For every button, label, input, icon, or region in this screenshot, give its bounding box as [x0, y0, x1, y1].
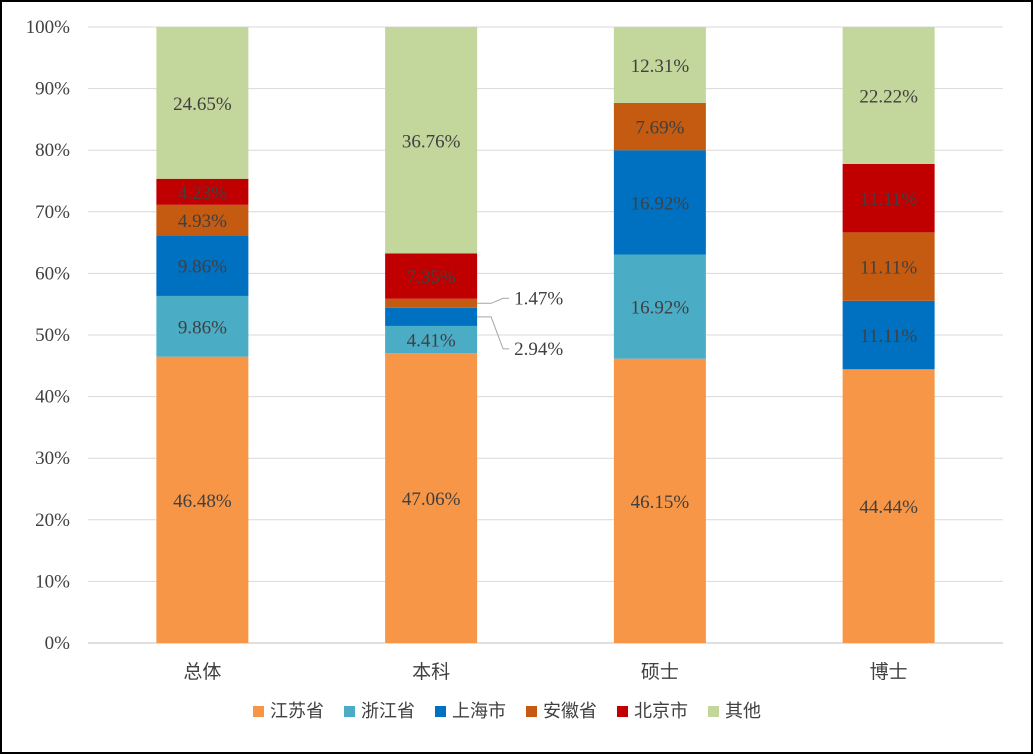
- bar-segment: [842, 369, 935, 643]
- x-axis-categories: 总体 本科 硕士 博士: [183, 661, 907, 683]
- data-label: 36.76%: [402, 131, 461, 152]
- legend-label: 安徽省: [543, 701, 597, 722]
- data-label: 22.22%: [859, 86, 918, 107]
- x-category-label: 硕士: [641, 661, 679, 683]
- bar-segment: [842, 27, 935, 164]
- bar-segment: [156, 204, 249, 236]
- legend-swatch: [253, 706, 264, 717]
- y-tick-label: 40%: [35, 387, 70, 408]
- y-tick-label: 0%: [45, 633, 71, 654]
- data-label: 12.31%: [631, 56, 690, 77]
- data-label: 46.48%: [173, 491, 232, 512]
- bar-segment: [842, 163, 935, 233]
- legend-label: 其他: [725, 701, 761, 722]
- data-label: 46.15%: [631, 492, 690, 513]
- legend-swatch: [526, 706, 537, 717]
- bar-segment: [613, 254, 706, 359]
- legend-item: 江苏省: [253, 701, 324, 722]
- x-category-label: 本科: [412, 661, 450, 683]
- y-tick-label: 100%: [26, 17, 71, 38]
- bar-segment: [842, 300, 935, 370]
- legend-item: 其他: [708, 701, 761, 722]
- bar-segment: [156, 178, 249, 205]
- y-axis-ticks: 0% 10% 20% 30% 40% 50% 60% 70% 80% 90% 100%: [26, 17, 71, 654]
- data-labels: 46.48% 9.86% 9.86% 4.93% 4.23% 24.65% 47.06% 4.…: [173, 56, 918, 518]
- data-label: 44.44%: [859, 497, 918, 518]
- legend-label: 江苏省: [270, 701, 324, 722]
- legend-item: 安徽省: [526, 701, 597, 722]
- data-label: 7.35%: [407, 267, 456, 288]
- label-leader-line: [477, 316, 510, 350]
- data-label: 47.06%: [402, 489, 461, 510]
- legend-label: 北京市: [634, 701, 688, 722]
- legend-swatch: [708, 706, 719, 717]
- data-label: 16.92%: [631, 193, 690, 214]
- data-label: 9.86%: [178, 257, 227, 278]
- bar-segment: [156, 295, 249, 357]
- data-label: 2.94%: [514, 339, 563, 360]
- x-category-label: 总体: [183, 661, 221, 683]
- y-tick-label: 50%: [35, 325, 70, 346]
- bar-segment: [385, 298, 478, 308]
- legend: 江苏省 浙江省 上海市 安徽省 北京市 其他: [253, 701, 761, 722]
- bar-segment: [613, 27, 706, 103]
- data-label: 24.65%: [173, 94, 232, 115]
- legend-label: 浙江省: [361, 701, 415, 722]
- y-tick-label: 30%: [35, 448, 70, 469]
- data-label: 1.47%: [514, 288, 563, 309]
- legend-swatch: [435, 706, 446, 717]
- y-tick-label: 10%: [35, 571, 70, 592]
- y-tick-label: 90%: [35, 79, 70, 100]
- legend-label: 上海市: [452, 701, 506, 722]
- data-label: 9.86%: [178, 317, 227, 338]
- y-tick-label: 80%: [35, 140, 70, 161]
- bar-segment: [613, 102, 706, 151]
- bar-segment: [156, 235, 249, 296]
- bar-segment: [613, 150, 706, 255]
- bar-segment: [842, 232, 935, 301]
- data-label: 4.41%: [407, 331, 456, 352]
- legend-item: 北京市: [617, 701, 688, 722]
- legend-swatch: [617, 706, 628, 717]
- label-leader-line: [477, 297, 510, 304]
- bar-segment: [156, 26, 249, 179]
- legend-item: 浙江省: [344, 701, 415, 722]
- data-label: 11.11%: [860, 189, 917, 210]
- bar-segment: [613, 358, 706, 643]
- bar-segment: [385, 325, 478, 354]
- data-label: 4.93%: [178, 211, 227, 232]
- bar-segment: [385, 307, 478, 326]
- y-tick-label: 60%: [35, 263, 70, 284]
- data-label: 4.23%: [178, 183, 227, 204]
- bar-segment: [385, 353, 478, 643]
- data-label: 7.69%: [635, 118, 684, 139]
- data-label: 16.92%: [631, 298, 690, 319]
- bar-segment: [156, 356, 249, 643]
- legend-swatch: [344, 706, 355, 717]
- data-label: 11.11%: [860, 258, 917, 279]
- data-label: 11.11%: [860, 326, 917, 347]
- legend-item: 上海市: [435, 701, 506, 722]
- y-tick-label: 20%: [35, 510, 70, 531]
- bars: [156, 26, 935, 643]
- bar-segment: [385, 253, 478, 299]
- x-category-label: 博士: [870, 661, 908, 683]
- bar-segment: [385, 27, 478, 254]
- y-tick-label: 70%: [35, 202, 70, 223]
